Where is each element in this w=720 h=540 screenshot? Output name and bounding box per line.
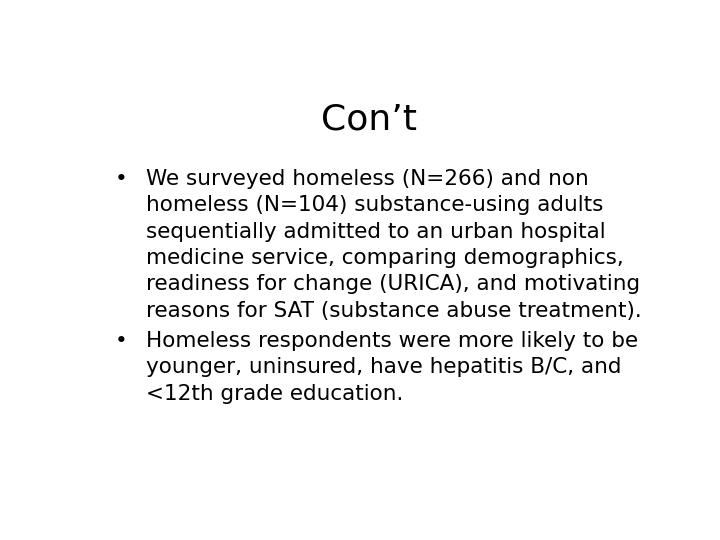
Text: Homeless respondents were more likely to be
younger, uninsured, have hepatitis B: Homeless respondents were more likely to… (145, 331, 638, 404)
Text: •: • (114, 168, 127, 189)
Text: •: • (114, 331, 127, 351)
Text: We surveyed homeless (N=266) and non
homeless (N=104) substance-using adults
seq: We surveyed homeless (N=266) and non hom… (145, 168, 642, 321)
Text: Con’t: Con’t (321, 102, 417, 136)
